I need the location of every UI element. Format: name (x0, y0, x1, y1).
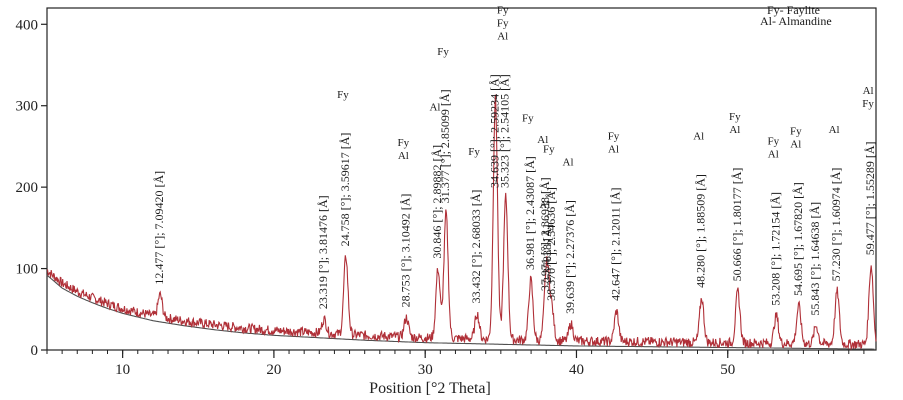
background-fit-line (46, 274, 875, 350)
phase-marker: Al (429, 101, 440, 113)
phase-marker: Al (829, 124, 840, 136)
y-tick-label: 300 (16, 99, 39, 115)
peak-label: 34.639 [°]; 2.59234 [Å] (487, 74, 501, 188)
peak-label: 59.477 [°]; 1.55289 [Å] (863, 142, 877, 256)
phase-marker: Fy (497, 18, 509, 30)
phase-marker: Al (863, 85, 874, 97)
peak-label: 42.647 [°]; 2.12011 [Å] (609, 188, 623, 301)
diffraction-pattern-line (46, 94, 877, 351)
phase-marker: Al (768, 149, 779, 161)
x-tick-label: 40 (569, 362, 584, 378)
x-tick-label: 30 (418, 362, 433, 378)
phase-marker: Fy (337, 89, 349, 101)
peak-label: 48.280 [°]; 1.88509 [Å] (694, 174, 708, 288)
phase-marker: Al (537, 134, 548, 146)
phase-marker: Al (729, 124, 740, 136)
phase-marker: Fy (468, 146, 480, 158)
phase-marker: Al (539, 199, 550, 211)
phase-marker: Fy (790, 126, 802, 138)
peak-label: 57.230 [°]; 1.60974 [Å] (829, 168, 843, 282)
y-tick-label: 0 (31, 343, 39, 359)
peak-label: 37.971 [°]; 2.36938 [Å] (538, 177, 552, 291)
y-tick-label: 400 (16, 17, 39, 33)
peak-label: 53.208 [°]; 1.72154 [Å] (768, 192, 782, 306)
phase-marker: Al (693, 131, 704, 143)
peak-label: 35.323 [°]; 2.54105 [Å] (498, 74, 512, 188)
peak-label: 54.695 [°]; 1.67820 [Å] (791, 182, 805, 296)
peak-label: 33.432 [°]; 2.68033 [Å] (469, 190, 483, 304)
y-axis-ticks: 0 100 200 300 400 (16, 17, 47, 359)
phase-marker: Al (608, 144, 619, 156)
phase-legend: Fy- Faylite Al- Almandine (760, 3, 832, 28)
phase-marker: Fy (767, 136, 779, 148)
peak-label: 55.843 [°]; 1.64638 [Å] (808, 202, 822, 316)
phase-marker: Fy (497, 5, 509, 17)
peak-label: 38.370 [°]; 2.34636 [Å] (544, 187, 558, 301)
x-tick-label: 10 (115, 362, 130, 378)
x-axis-label: Position [°2 Theta] (369, 380, 491, 397)
phase-marker: Fy (398, 137, 410, 149)
peak-label: 36.981 [°]; 2.43087 [Å] (523, 156, 537, 270)
peak-label: 39.639 [°]; 2.27376 [Å] (563, 200, 577, 314)
x-tick-label: 20 (266, 362, 281, 378)
phase-marker: Fy (437, 46, 449, 58)
phase-marker: Fy (608, 131, 620, 143)
phase-marker: Al (790, 139, 801, 151)
peak-label: 28.753 [°]; 3.10492 [Å] (398, 194, 412, 308)
x-tick-label: 50 (720, 362, 735, 378)
peak-label: 24.758 [°]; 3.59617 [Å] (338, 133, 352, 247)
peak-label: 30.846 [°]; 2.89882 [Å] (430, 145, 444, 259)
legend-entry-faylite: Fy- Faylite (767, 3, 820, 17)
peak-label: 12.477 [°]; 7.09420 [Å] (152, 171, 166, 285)
peak-labels: 12.477 [°]; 7.09420 [Å] 23.319 [°]; 3.814… (152, 5, 877, 316)
peak-label: 31.377 [°]; 2.85099 [Å] (438, 89, 452, 203)
peak-label: 23.319 [°]; 3.81476 [Å] (316, 195, 330, 309)
legend-entry-almandine: Al- Almandine (760, 14, 832, 28)
peak-label: 50.666 [°]; 1.80177 [Å] (730, 168, 744, 282)
peak-label: 2.37838 [Å] (540, 224, 554, 283)
plot-area (46, 7, 877, 351)
phase-marker: Al (398, 150, 409, 162)
y-tick-label: 100 (16, 262, 39, 278)
phase-marker: Fy (729, 111, 741, 123)
phase-marker: Fy (862, 98, 874, 110)
phase-marker: Fy (543, 144, 555, 156)
y-tick-label: 200 (16, 180, 39, 196)
phase-marker: Al (563, 157, 574, 169)
phase-marker: Al (497, 31, 508, 43)
x-axis-ticks: 10 20 30 40 50 (115, 350, 735, 378)
phase-marker: Fy (522, 113, 534, 125)
